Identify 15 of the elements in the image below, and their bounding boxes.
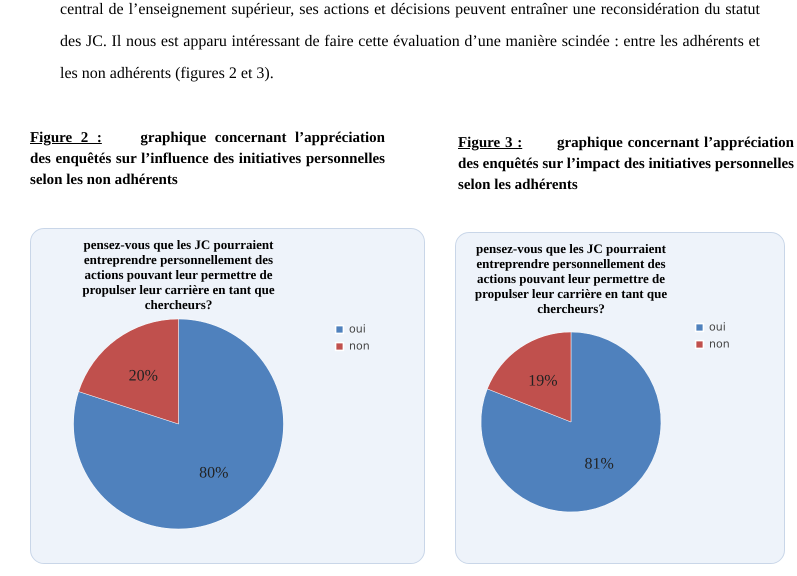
legend-label: non: [709, 338, 730, 350]
caption: Figure 2 :: [30, 130, 102, 146]
legend-label: non: [349, 340, 370, 352]
legend-label: oui: [349, 322, 366, 336]
text: central de l’enseignement supérieur, ses actions et décisions peuvent entraîner une reconsidération du statut des JC. Il nous est apparu intéressant de faire cette évaluation d’une manière scindée : entre les adhérents et les non adhérents (figures 2 et 3).: [60, 0, 760, 84]
caption: Figure 3 :: [458, 135, 522, 151]
data-label: 20%: [128, 367, 158, 384]
data-label: 19%: [528, 372, 558, 390]
chart-title: pensez-vous que les JC pourraient entreprendre personnellement des actions pouvant leur permettre de propulser leur carrière en tant que chercheurs?: [474, 241, 668, 316]
data-label: 81%: [584, 455, 614, 472]
pie-slice: [73, 318, 284, 530]
chart-title: pensez-vous que les JC pourraient entreprendre personnellement des actions pouvant leur permettre de propulser leur carrière en tant que chercheurs?: [82, 237, 275, 312]
data-label: 80%: [199, 464, 228, 482]
pie-slice: [480, 332, 662, 512]
legend-label: oui: [709, 320, 726, 334]
